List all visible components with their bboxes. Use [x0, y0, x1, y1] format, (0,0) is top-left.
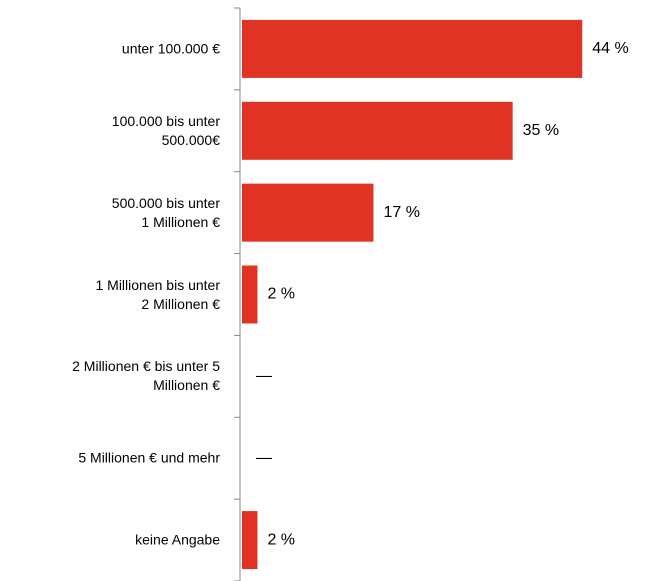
category-label: 2 Millionen € bis unter 5 Millionen € [72, 358, 220, 394]
value-label: — [256, 449, 272, 466]
category-label: 500.000 bis unter 1 Millionen € [111, 194, 220, 230]
value-label: 2 % [267, 286, 295, 303]
value-label: 17 % [383, 204, 419, 221]
category-label: 1 Millionen bis unter 2 Millionen € [95, 276, 220, 312]
category-label: keine Angabe [135, 531, 220, 548]
category-label: 5 Millionen € und mehr [78, 449, 220, 466]
bar [242, 101, 513, 160]
value-label: 2 % [267, 531, 295, 548]
value-label: — [256, 368, 272, 385]
category-label: 100.000 bis unter 500.000€ [111, 112, 220, 148]
value-label: 35 % [523, 122, 559, 139]
value-label: 44 % [592, 40, 628, 57]
bar [242, 183, 374, 242]
bar [242, 511, 258, 570]
bar [242, 265, 258, 324]
category-label: unter 100.000 € [121, 40, 220, 57]
bar [242, 19, 583, 78]
